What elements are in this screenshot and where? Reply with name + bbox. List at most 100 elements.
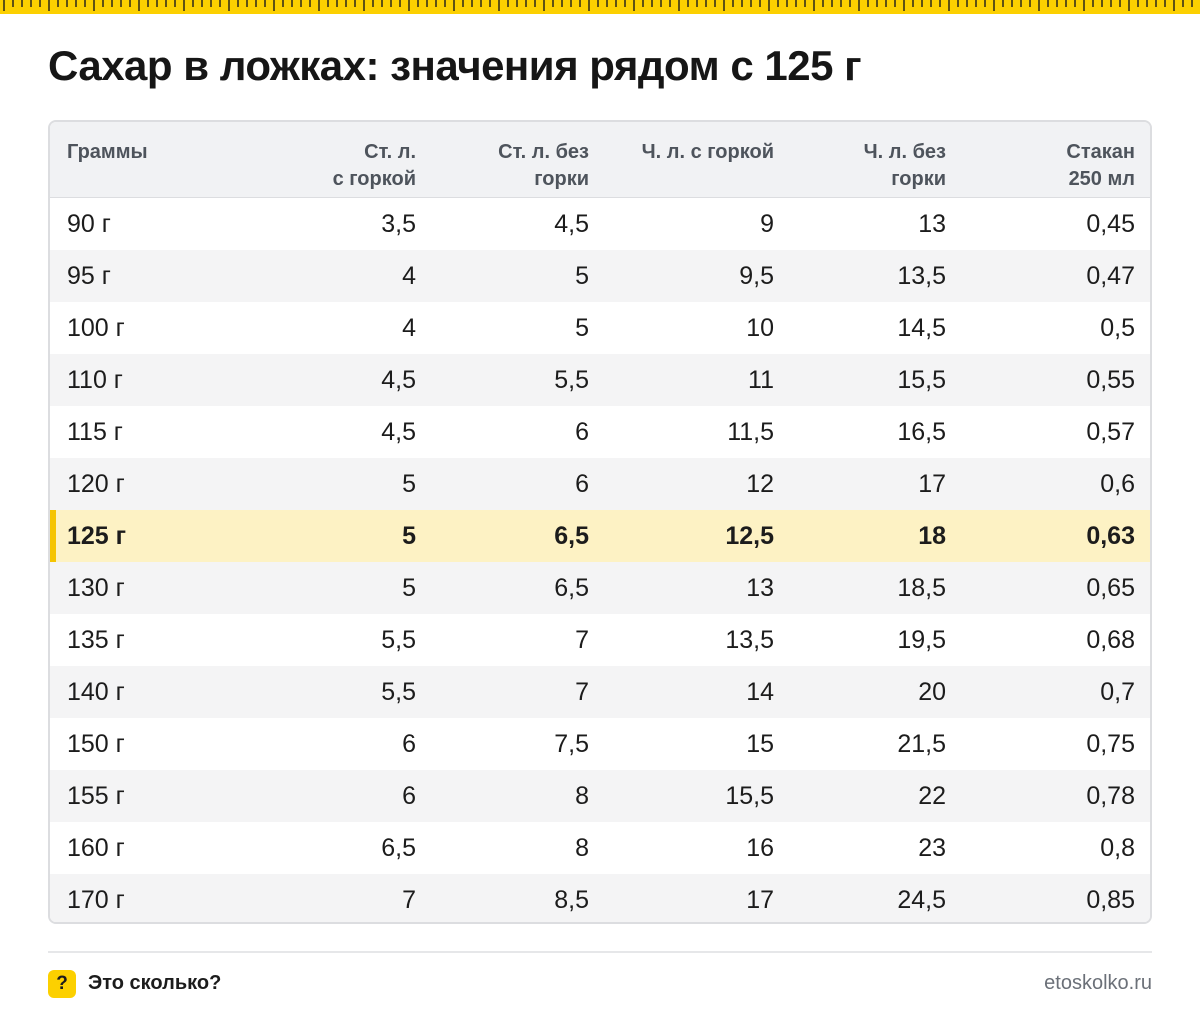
cell-tsp-level: 13 (918, 209, 946, 238)
cell-tbsp-heaped: 4 (402, 313, 416, 342)
cell-tbsp-heaped: 4,5 (381, 417, 416, 446)
cell-tsp-heaped: 11,5 (727, 417, 774, 446)
cell-glass: 0,57 (1086, 417, 1135, 446)
cell-tbsp-heaped: 6 (402, 729, 416, 758)
cell-tbsp-level: 6 (575, 469, 589, 498)
cell-tbsp-heaped: 5 (402, 573, 416, 602)
cell-tsp-heaped: 13 (746, 573, 774, 602)
cell-glass: 0,8 (1100, 833, 1135, 862)
cell-tsp-level: 18,5 (897, 573, 946, 602)
cell-grams: 95 г (67, 261, 111, 290)
cell-glass: 0,85 (1086, 885, 1135, 914)
conversion-table: Граммы Ст. л. с горкой Ст. л. без горки … (48, 120, 1152, 924)
table-row-highlighted: 125 г 5 6,5 12,5 18 0,63 (50, 510, 1150, 562)
cell-glass: 0,6 (1100, 469, 1135, 498)
header-tbsp-heaped: Ст. л. с горкой (332, 141, 416, 190)
cell-tbsp-heaped: 5 (402, 521, 416, 550)
cell-grams: 90 г (67, 209, 111, 238)
cell-tbsp-heaped: 5,5 (381, 625, 416, 654)
table-row: 120 г 5 6 12 17 0,6 (50, 458, 1150, 510)
cell-tbsp-level: 7,5 (554, 729, 589, 758)
cell-tbsp-heaped: 4,5 (381, 365, 416, 394)
cell-glass: 0,5 (1100, 313, 1135, 342)
cell-tsp-level: 20 (918, 677, 946, 706)
cell-tsp-heaped: 9,5 (739, 261, 774, 290)
cell-tsp-level: 17 (918, 469, 946, 498)
ruler-strip (0, 0, 1200, 14)
cell-grams: 100 г (67, 313, 125, 342)
cell-glass: 0,68 (1086, 625, 1135, 654)
cell-tbsp-level: 5,5 (554, 365, 589, 394)
table-row: 135 г 5,5 7 13,5 19,5 0,68 (50, 614, 1150, 666)
cell-tbsp-heaped: 3,5 (381, 209, 416, 238)
cell-tbsp-level: 5 (575, 313, 589, 342)
footer-divider (48, 951, 1152, 953)
table-row: 110 г 4,5 5,5 11 15,5 0,55 (50, 354, 1150, 406)
header-tbsp-level: Ст. л. без горки (498, 141, 589, 190)
cell-tsp-heaped: 15 (746, 729, 774, 758)
table-row: 130 г 5 6,5 13 18,5 0,65 (50, 562, 1150, 614)
cell-grams: 140 г (67, 677, 125, 706)
cell-glass: 0,65 (1086, 573, 1135, 602)
cell-tsp-level: 22 (918, 781, 946, 810)
table-body: 90 г 3,5 4,5 9 13 0,45 95 г 4 5 9,5 13,5 0,47 100 г 4… (50, 198, 1150, 922)
table-row: 170 г 7 8,5 17 24,5 0,85 (50, 874, 1150, 922)
cell-grams: 125 г (67, 521, 127, 550)
header-glass-250ml: Стакан 250 мл (1066, 141, 1135, 190)
page-title: Сахар в ложках: значения рядом с 125 г (48, 42, 862, 89)
cell-grams: 155 г (67, 781, 125, 810)
cell-tsp-level: 24,5 (897, 885, 946, 914)
table-row: 95 г 4 5 9,5 13,5 0,47 (50, 250, 1150, 302)
cell-glass: 0,55 (1086, 365, 1135, 394)
cell-tsp-level: 13,5 (897, 261, 946, 290)
cell-glass: 0,78 (1086, 781, 1135, 810)
cell-tsp-level: 15,5 (897, 365, 946, 394)
cell-grams: 150 г (67, 729, 125, 758)
table-row: 90 г 3,5 4,5 9 13 0,45 (50, 198, 1150, 250)
cell-tbsp-heaped: 7 (402, 885, 416, 914)
cell-tbsp-level: 6,5 (554, 573, 589, 602)
cell-tsp-level: 19,5 (897, 625, 946, 654)
cell-glass: 0,47 (1086, 261, 1135, 290)
cell-tbsp-heaped: 6,5 (381, 833, 416, 862)
cell-tsp-heaped: 11 (748, 365, 774, 394)
cell-tsp-heaped: 15,5 (725, 781, 774, 810)
cell-tsp-heaped: 14 (746, 677, 774, 706)
cell-glass: 0,45 (1086, 209, 1135, 238)
header-grams: Граммы (67, 141, 148, 163)
cell-grams: 160 г (67, 833, 125, 862)
cell-tbsp-heaped: 4 (402, 261, 416, 290)
table-header-row: Граммы Ст. л. с горкой Ст. л. без горки … (50, 122, 1150, 198)
cell-grams: 135 г (67, 625, 125, 654)
cell-tsp-heaped: 16 (746, 833, 774, 862)
cell-tsp-level: 16,5 (897, 417, 946, 446)
table-row: 100 г 4 5 10 14,5 0,5 (50, 302, 1150, 354)
cell-tsp-heaped: 12 (746, 469, 774, 498)
cell-grams: 110 г (67, 365, 123, 394)
cell-tbsp-level: 6,5 (554, 521, 589, 550)
cell-grams: 130 г (67, 573, 125, 602)
cell-tbsp-level: 8 (575, 833, 589, 862)
cell-tbsp-level: 4,5 (554, 209, 589, 238)
cell-tbsp-level: 6 (575, 417, 589, 446)
table-row: 115 г 4,5 6 11,5 16,5 0,57 (50, 406, 1150, 458)
table-row: 160 г 6,5 8 16 23 0,8 (50, 822, 1150, 874)
header-tsp-heaped: Ч. л. с горкой (641, 141, 774, 163)
cell-grams: 115 г (67, 417, 123, 446)
cell-tsp-heaped: 10 (746, 313, 774, 342)
cell-tsp-heaped: 9 (760, 209, 774, 238)
cell-tbsp-level: 7 (575, 625, 589, 654)
cell-tbsp-heaped: 5,5 (381, 677, 416, 706)
cell-grams: 170 г (67, 885, 125, 914)
cell-tsp-heaped: 12,5 (725, 521, 774, 550)
cell-tbsp-heaped: 6 (402, 781, 416, 810)
cell-tsp-level: 18 (918, 521, 946, 550)
cell-glass: 0,7 (1100, 677, 1135, 706)
cell-tbsp-heaped: 5 (402, 469, 416, 498)
cell-tsp-level: 21,5 (897, 729, 946, 758)
table-row: 150 г 6 7,5 15 21,5 0,75 (50, 718, 1150, 770)
site-link[interactable]: etoskolko.ru (1044, 972, 1152, 994)
cell-glass: 0,63 (1086, 521, 1135, 550)
cell-tbsp-level: 8 (575, 781, 589, 810)
table-row: 155 г 6 8 15,5 22 0,78 (50, 770, 1150, 822)
